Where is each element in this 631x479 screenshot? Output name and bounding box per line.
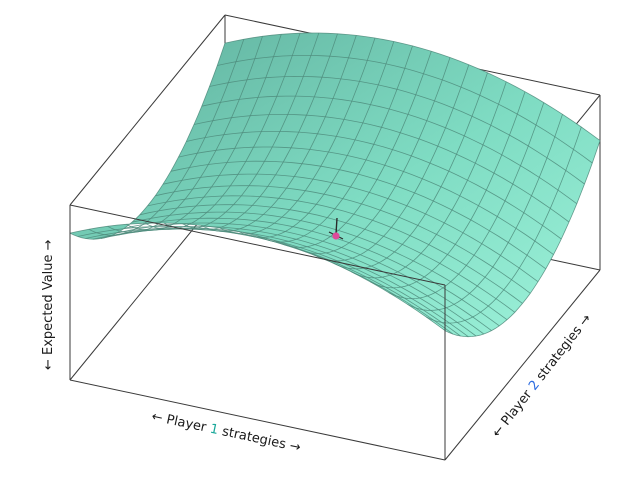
mesh-line-v xyxy=(116,222,492,331)
mesh-line-v xyxy=(201,95,578,205)
mesh-line-v xyxy=(131,211,508,321)
mesh-line-v xyxy=(217,55,593,164)
bounding-box-front xyxy=(69,204,601,461)
mesh-line-v xyxy=(224,32,601,141)
box-edge-top-front xyxy=(69,204,446,286)
mesh-line-v xyxy=(108,226,485,335)
surface-mesh xyxy=(69,32,601,338)
mesh-line-v xyxy=(170,160,547,270)
mesh-line-v xyxy=(100,228,477,337)
y-axis-label: ← Player 2 strategies → xyxy=(489,311,594,440)
mesh-line-v xyxy=(178,146,554,255)
box-edge-bottom-right xyxy=(444,269,601,461)
equilibrium-point xyxy=(328,217,344,240)
mesh-line-v xyxy=(186,131,562,240)
box-edge-bottom-front xyxy=(69,379,446,461)
surface-fill xyxy=(70,33,600,337)
mesh-line-v xyxy=(193,114,570,223)
mesh-line-v xyxy=(209,75,585,185)
mesh-line-v xyxy=(155,185,531,294)
x-axis-label: ← Player 1 strategies → xyxy=(150,409,302,455)
equilibrium-arrow-icon xyxy=(335,217,338,235)
mesh-line-v xyxy=(147,195,523,304)
equilibrium-marker xyxy=(332,232,340,240)
mesh-line-v xyxy=(124,217,500,327)
mesh-line-v xyxy=(162,173,539,283)
mesh-line-v xyxy=(139,204,516,313)
mesh-line-v xyxy=(69,222,446,331)
box-edge-top-left xyxy=(69,14,226,206)
saddle-surface xyxy=(69,32,601,338)
z-axis-label: ← Expected Value → xyxy=(41,239,56,370)
